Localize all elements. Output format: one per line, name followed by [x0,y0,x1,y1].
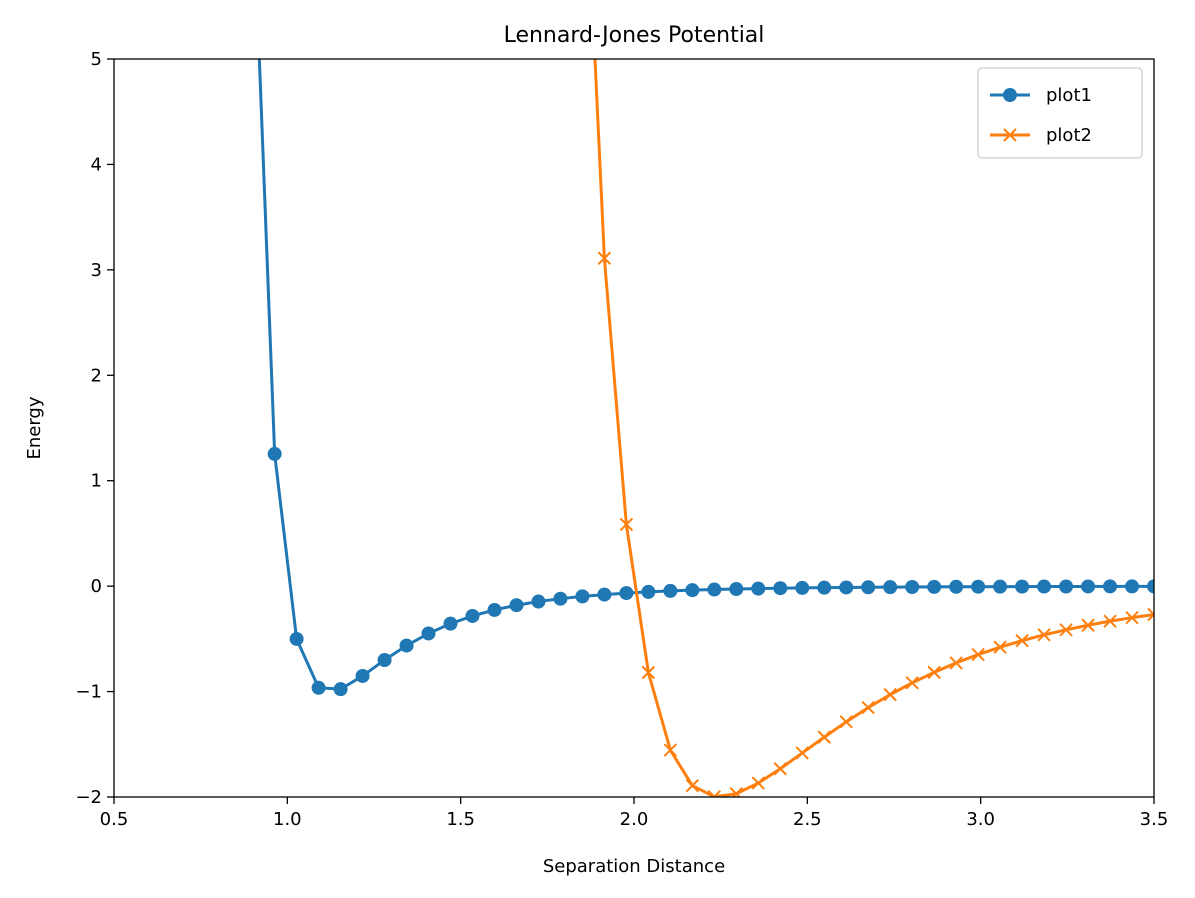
data-point-plot1 [751,581,766,596]
series-plot2 [593,59,1154,797]
x-tick-label: 3.0 [966,809,995,830]
y-axis: −2 −1 0 1 2 3 4 5 [75,49,114,808]
data-point-plot1 [773,581,788,596]
y-tick-label: 5 [91,49,102,70]
data-point-plot1 [641,584,656,599]
data-point-plot1 [1103,579,1118,594]
data-point-plot1 [509,598,524,613]
data-point-plot1 [575,589,590,604]
data-point-plot1 [531,594,546,609]
data-point-plot2 [1015,633,1029,648]
legend-item-plot1: plot1 [990,85,1092,106]
y-axis-label: Energy [24,396,45,459]
data-point-plot2 [839,715,853,729]
data-point-plot1 [1059,579,1074,594]
data-point-plot1 [817,580,832,595]
legend-label: plot1 [1046,85,1092,106]
data-point-plot2 [1059,623,1073,637]
data-point-plot1 [311,680,326,695]
y-tick-label: 2 [91,365,102,386]
data-point-plot1 [553,591,568,606]
data-point-plot1 [355,668,370,683]
data-point-plot1 [1147,579,1154,594]
data-point-plot1 [993,579,1008,594]
data-point-plot1 [971,579,986,594]
data-point-plot1 [1125,579,1140,594]
series-line-plot2 [593,59,1154,797]
y-tick-label: −2 [75,787,102,808]
plot-area [257,59,1154,797]
data-point-plot2 [685,779,700,793]
data-point-plot2 [1103,614,1117,628]
x-tick-label: 2.0 [620,809,649,830]
data-point-plot1 [267,446,282,461]
data-point-plot1 [465,608,480,623]
y-tick-label: −1 [75,682,102,703]
data-point-plot1 [663,583,678,598]
data-point-plot2 [993,640,1007,654]
data-point-plot2 [883,687,897,702]
x-axis: 0.5 1.0 1.5 2.0 2.5 3.0 3.5 [100,797,1169,830]
data-point-plot1 [333,682,348,697]
chart-title: Lennard-Jones Potential [504,23,765,48]
data-point-plot1 [443,616,458,631]
x-tick-label: 1.5 [446,809,475,830]
data-point-plot1 [685,583,700,598]
data-point-plot2 [619,517,634,532]
data-point-plot2 [597,251,612,265]
data-point-plot1 [399,638,414,653]
axes-frame [113,58,1155,798]
data-point-plot1 [421,626,436,641]
y-tick-label: 1 [91,471,102,492]
y-tick-label: 3 [91,260,102,281]
data-point-plot2 [905,676,919,690]
data-point-plot1 [377,653,392,668]
data-point-plot2 [1147,607,1154,622]
data-point-plot2 [861,700,875,715]
data-point-plot1 [949,579,964,594]
legend-item-plot2: plot2 [990,125,1092,146]
data-point-plot2 [773,762,788,776]
data-point-plot2 [1125,610,1139,625]
data-point-plot1 [883,580,898,595]
data-point-plot2 [1037,628,1051,642]
data-point-plot2 [729,787,744,797]
data-point-plot2 [1081,618,1095,632]
data-point-plot2 [949,656,963,670]
data-point-plot2 [641,665,656,680]
y-tick-label: 4 [91,154,102,175]
legend-marker [1003,128,1017,142]
data-point-plot2 [971,647,985,662]
legend-label: plot2 [1046,125,1092,146]
data-point-plot2 [663,743,678,757]
data-point-plot1 [487,602,502,617]
data-point-plot1 [707,582,722,597]
data-point-plot1 [839,580,854,595]
x-tick-label: 2.5 [793,809,822,830]
data-point-plot1 [289,631,304,646]
data-point-plot2 [795,746,809,760]
data-point-plot1 [619,586,634,601]
data-point-plot1 [795,580,810,595]
data-point-plot2 [817,730,831,744]
data-point-plot1 [597,587,612,602]
legend-marker [1003,88,1017,102]
data-point-plot1 [1037,579,1052,594]
data-point-plot1 [1015,579,1030,594]
y-tick-label: 0 [91,576,102,597]
x-tick-label: 0.5 [100,809,129,830]
series-plot1 [257,59,1154,697]
data-point-plot1 [861,580,876,595]
x-tick-label: 3.5 [1140,809,1169,830]
data-point-plot1 [729,582,744,597]
x-axis-label: Separation Distance [543,856,725,877]
data-point-plot1 [1081,579,1096,594]
data-point-plot2 [927,665,941,680]
data-point-plot2 [751,776,765,790]
data-point-plot1 [905,580,920,595]
x-tick-label: 1.0 [273,809,302,830]
legend: plot1 plot2 [977,67,1143,159]
data-point-plot1 [927,579,942,594]
